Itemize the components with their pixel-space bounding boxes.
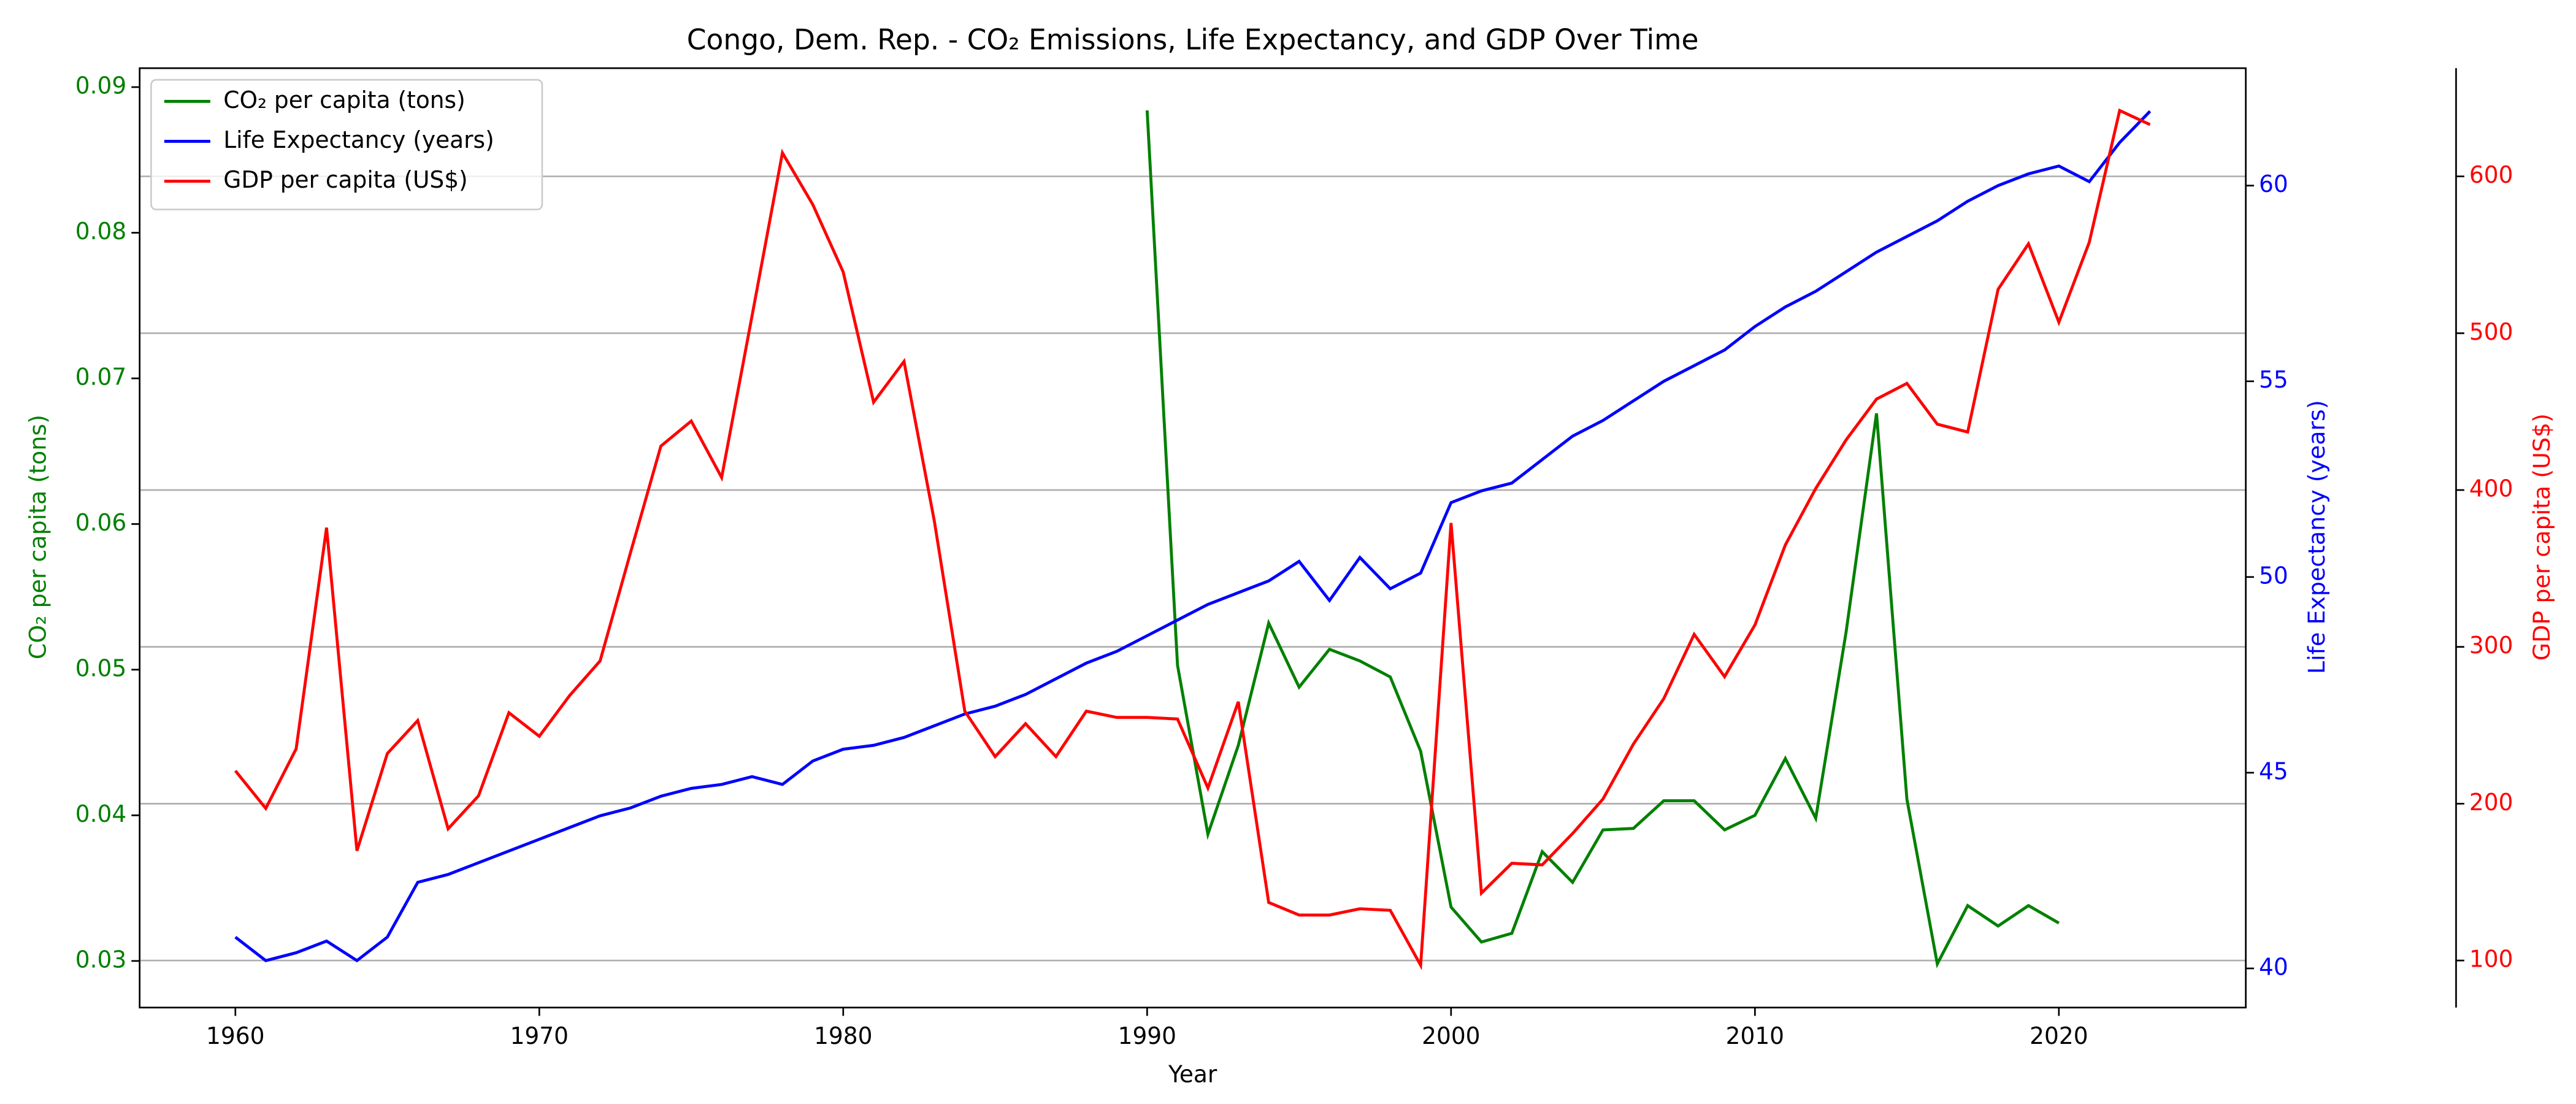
y3-tick-label: 400 (2469, 475, 2513, 502)
chart-title: Congo, Dem. Rep. - CO₂ Emissions, Life E… (687, 23, 1699, 56)
x-tick-label: 1980 (814, 1022, 872, 1049)
legend-label: Life Expectancy (years) (223, 126, 494, 153)
y2-tick-label: 45 (2259, 757, 2288, 784)
y2-tick-label: 55 (2259, 366, 2288, 393)
y3-tick-label: 500 (2469, 318, 2513, 345)
legend-box (150, 79, 543, 210)
x-axis-label: Year (1168, 1060, 1217, 1087)
x-tick-label: 2000 (1422, 1022, 1480, 1049)
series-line (234, 108, 2151, 971)
y-tick-label: 0.04 (75, 800, 126, 827)
y-axis-label: CO₂ per capita (tons) (25, 415, 52, 659)
y3-tick-label: 600 (2469, 161, 2513, 188)
plot-frame (139, 67, 2247, 1009)
y-tick-label: 0.07 (75, 363, 126, 390)
y2-tick-label: 40 (2259, 953, 2288, 980)
y-tick-label: 0.05 (75, 654, 126, 681)
x-tick-label: 1960 (206, 1022, 264, 1049)
y2-tick-label: 50 (2259, 562, 2288, 589)
y-tick-label: 0.03 (75, 946, 126, 973)
legend-label: CO₂ per capita (tons) (223, 86, 465, 113)
x-tick-label: 2020 (2030, 1022, 2088, 1049)
y-tick-label: 0.09 (75, 72, 126, 99)
y3-tick-label: 200 (2469, 789, 2513, 816)
y3-tick-label: 300 (2469, 632, 2513, 659)
x-tick-label: 2010 (1726, 1022, 1784, 1049)
y-tick-label: 0.06 (75, 509, 126, 536)
y-tick-label: 0.08 (75, 218, 126, 245)
series-line (234, 110, 2152, 963)
x-tick-label: 1990 (1118, 1022, 1176, 1049)
x-tick-label: 1970 (510, 1022, 569, 1049)
series-line (1145, 110, 2060, 968)
y3-tick-label: 100 (2469, 945, 2513, 972)
y3-axis-label: GDP per capita (US$) (2528, 413, 2555, 661)
y2-tick-label: 60 (2259, 171, 2288, 197)
y2-axis-label: Life Expectancy (years) (2303, 400, 2330, 674)
legend-label: GDP per capita (US$) (223, 166, 467, 193)
